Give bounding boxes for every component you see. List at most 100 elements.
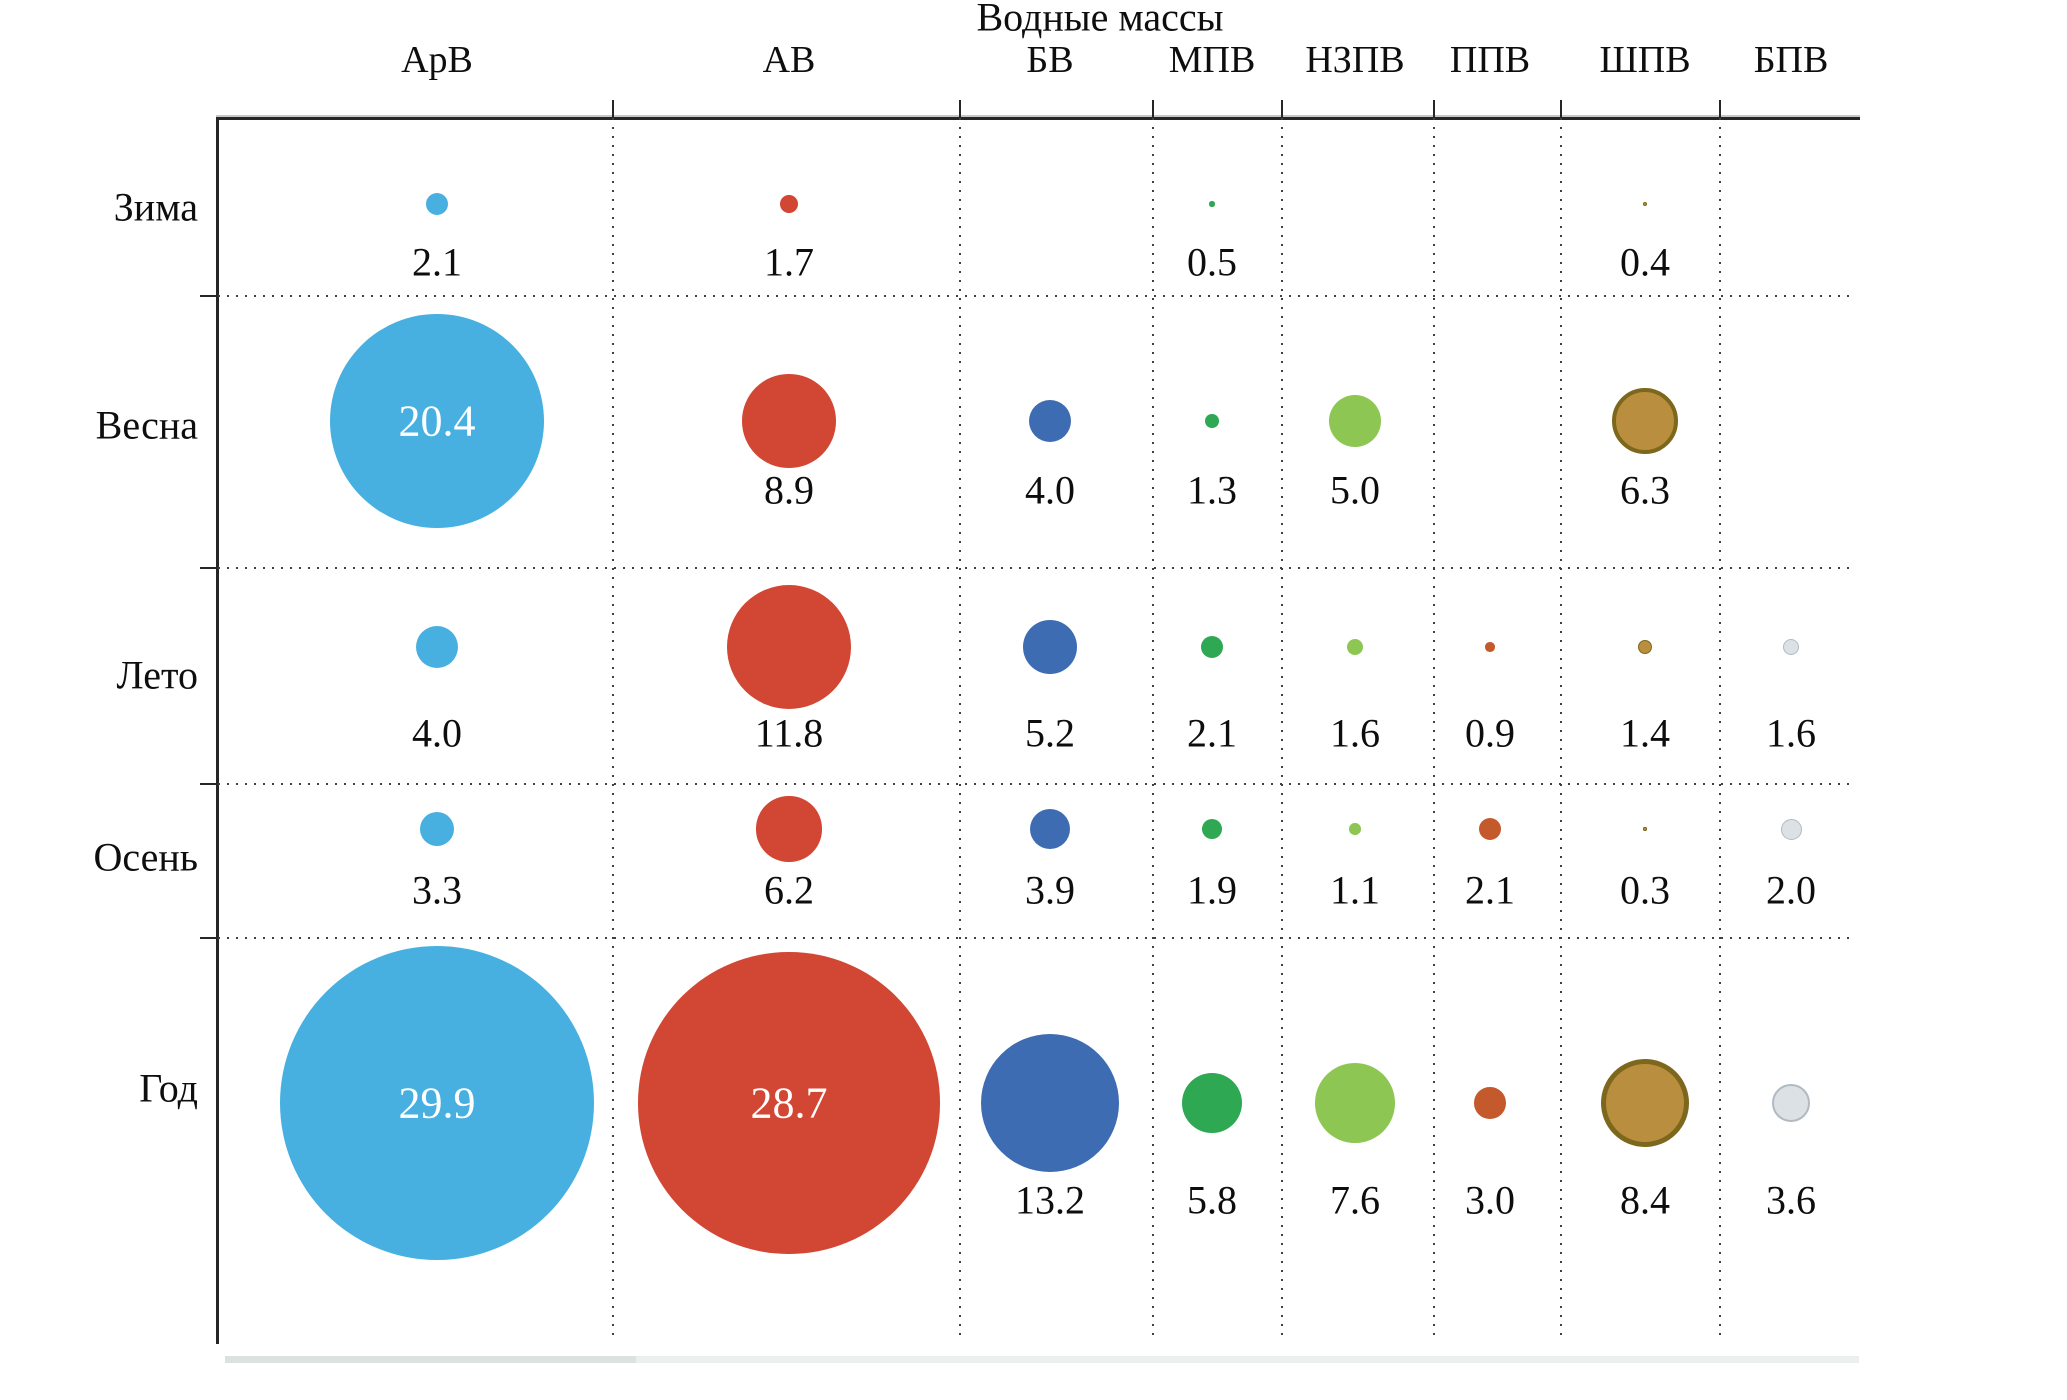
bubble-osen-ppv bbox=[1478, 817, 1502, 841]
bubble-osen-mpv bbox=[1202, 819, 1222, 839]
bubble-osen-bv bbox=[1029, 808, 1071, 850]
value-leto-arv: 4.0 bbox=[412, 710, 462, 756]
row-separator-line bbox=[218, 567, 1855, 569]
value-osen-shpv: 0.3 bbox=[1620, 867, 1670, 913]
bubble-leto-arv bbox=[416, 626, 458, 668]
value-leto-shpv: 1.4 bbox=[1620, 710, 1670, 756]
bubble-zima-shpv bbox=[1642, 201, 1648, 207]
bubble-osen-arv bbox=[419, 811, 455, 847]
bubble-god-shpv bbox=[1600, 1058, 1690, 1148]
value-vesna-mpv: 1.3 bbox=[1187, 467, 1237, 513]
bubble-osen-shpv bbox=[1643, 827, 1647, 831]
value-god-arv: 29.9 bbox=[398, 1078, 476, 1128]
column-separator-line bbox=[1281, 118, 1283, 1338]
bubble-god-bv bbox=[980, 1033, 1120, 1173]
y-axis-line bbox=[216, 118, 219, 1344]
value-leto-ppv: 0.9 bbox=[1465, 710, 1515, 756]
column-separator-line bbox=[612, 118, 614, 1338]
bubble-leto-bpv bbox=[1782, 638, 1800, 656]
bubble-vesna-shpv bbox=[1611, 387, 1679, 455]
value-osen-nzpv: 1.1 bbox=[1330, 867, 1380, 913]
bubble-vesna-av bbox=[742, 374, 836, 468]
row-tick bbox=[200, 937, 216, 939]
row-tick bbox=[200, 567, 216, 569]
value-god-mpv: 5.8 bbox=[1187, 1177, 1237, 1223]
column-tick bbox=[1433, 100, 1435, 117]
row-separator-line bbox=[218, 783, 1855, 785]
column-tick bbox=[1152, 100, 1154, 117]
value-god-ppv: 3.0 bbox=[1465, 1177, 1515, 1223]
bubble-osen-av bbox=[756, 796, 822, 862]
value-vesna-av: 8.9 bbox=[764, 467, 814, 513]
value-vesna-bv: 4.0 bbox=[1025, 467, 1075, 513]
row-label-zima: Зима bbox=[113, 184, 198, 230]
bubble-god-bpv bbox=[1772, 1084, 1810, 1122]
column-tick bbox=[1281, 100, 1283, 117]
value-leto-bv: 5.2 bbox=[1025, 710, 1075, 756]
bubble-zima-mpv bbox=[1209, 201, 1215, 207]
bubble-osen-bpv bbox=[1780, 818, 1802, 840]
column-header-arv: АрВ bbox=[401, 39, 473, 81]
value-leto-mpv: 2.1 bbox=[1187, 710, 1237, 756]
value-leto-av: 11.8 bbox=[754, 710, 824, 756]
column-separator-line bbox=[959, 118, 961, 1338]
column-header-bpv: БПВ bbox=[1753, 39, 1829, 81]
bubble-vesna-nzpv bbox=[1328, 394, 1382, 448]
value-vesna-shpv: 6.3 bbox=[1620, 467, 1670, 513]
bubble-leto-shpv bbox=[1637, 639, 1653, 655]
value-osen-mpv: 1.9 bbox=[1187, 867, 1237, 913]
chart-title: Водные массы bbox=[976, 0, 1224, 40]
row-tick bbox=[200, 295, 216, 297]
value-zima-shpv: 0.4 bbox=[1620, 239, 1670, 285]
value-osen-bv: 3.9 bbox=[1025, 867, 1075, 913]
column-tick bbox=[959, 100, 961, 117]
value-osen-av: 6.2 bbox=[764, 867, 814, 913]
bubble-leto-mpv bbox=[1200, 635, 1224, 659]
value-zima-mpv: 0.5 bbox=[1187, 239, 1237, 285]
row-label-osen: Осень bbox=[93, 834, 198, 880]
value-vesna-nzpv: 5.0 bbox=[1330, 467, 1380, 513]
row-separator-line bbox=[218, 937, 1855, 939]
bubble-leto-av bbox=[727, 585, 851, 709]
column-header-av: АВ bbox=[762, 39, 816, 81]
value-god-bv: 13.2 bbox=[1015, 1177, 1085, 1223]
row-label-god: Год bbox=[139, 1065, 198, 1111]
bottom-shadow-band bbox=[225, 1356, 636, 1363]
row-label-leto: Лето bbox=[116, 652, 198, 698]
bubble-zima-arv bbox=[425, 192, 449, 216]
row-label-vesna: Весна bbox=[95, 402, 198, 448]
bubble-god-ppv bbox=[1474, 1087, 1506, 1119]
value-god-av: 28.7 bbox=[750, 1078, 828, 1128]
bubble-leto-ppv bbox=[1485, 642, 1495, 652]
column-header-nzpv: НЗПВ bbox=[1305, 39, 1405, 81]
bubble-god-av bbox=[638, 952, 940, 1254]
value-osen-bpv: 2.0 bbox=[1766, 867, 1816, 913]
bubble-god-arv bbox=[280, 946, 594, 1260]
value-leto-bpv: 1.6 bbox=[1766, 710, 1816, 756]
bubble-osen-nzpv bbox=[1349, 823, 1361, 835]
column-separator-line bbox=[1719, 118, 1721, 1338]
row-separator-line bbox=[218, 295, 1855, 297]
value-zima-av: 1.7 bbox=[764, 239, 814, 285]
value-vesna-arv: 20.4 bbox=[398, 396, 476, 446]
bubble-vesna-arv bbox=[329, 313, 545, 529]
value-god-bpv: 3.6 bbox=[1766, 1177, 1816, 1223]
bubble-god-mpv bbox=[1181, 1072, 1243, 1134]
column-tick bbox=[612, 100, 614, 117]
bubble-vesna-bv bbox=[1029, 400, 1071, 442]
bubble-vesna-mpv bbox=[1205, 414, 1219, 428]
column-header-shpv: ШПВ bbox=[1599, 39, 1691, 81]
value-leto-nzpv: 1.6 bbox=[1330, 710, 1380, 756]
column-header-ppv: ППВ bbox=[1449, 39, 1531, 81]
column-header-mpv: МПВ bbox=[1168, 39, 1256, 81]
value-god-nzpv: 7.6 bbox=[1330, 1177, 1380, 1223]
value-osen-arv: 3.3 bbox=[412, 867, 462, 913]
column-tick bbox=[1719, 100, 1721, 117]
column-header-bv: БВ bbox=[1026, 39, 1074, 81]
bubble-leto-nzpv bbox=[1346, 638, 1364, 656]
row-tick bbox=[200, 783, 216, 785]
column-separator-line bbox=[1433, 118, 1435, 1338]
value-osen-ppv: 2.1 bbox=[1465, 867, 1515, 913]
bubble-zima-av bbox=[780, 195, 798, 213]
